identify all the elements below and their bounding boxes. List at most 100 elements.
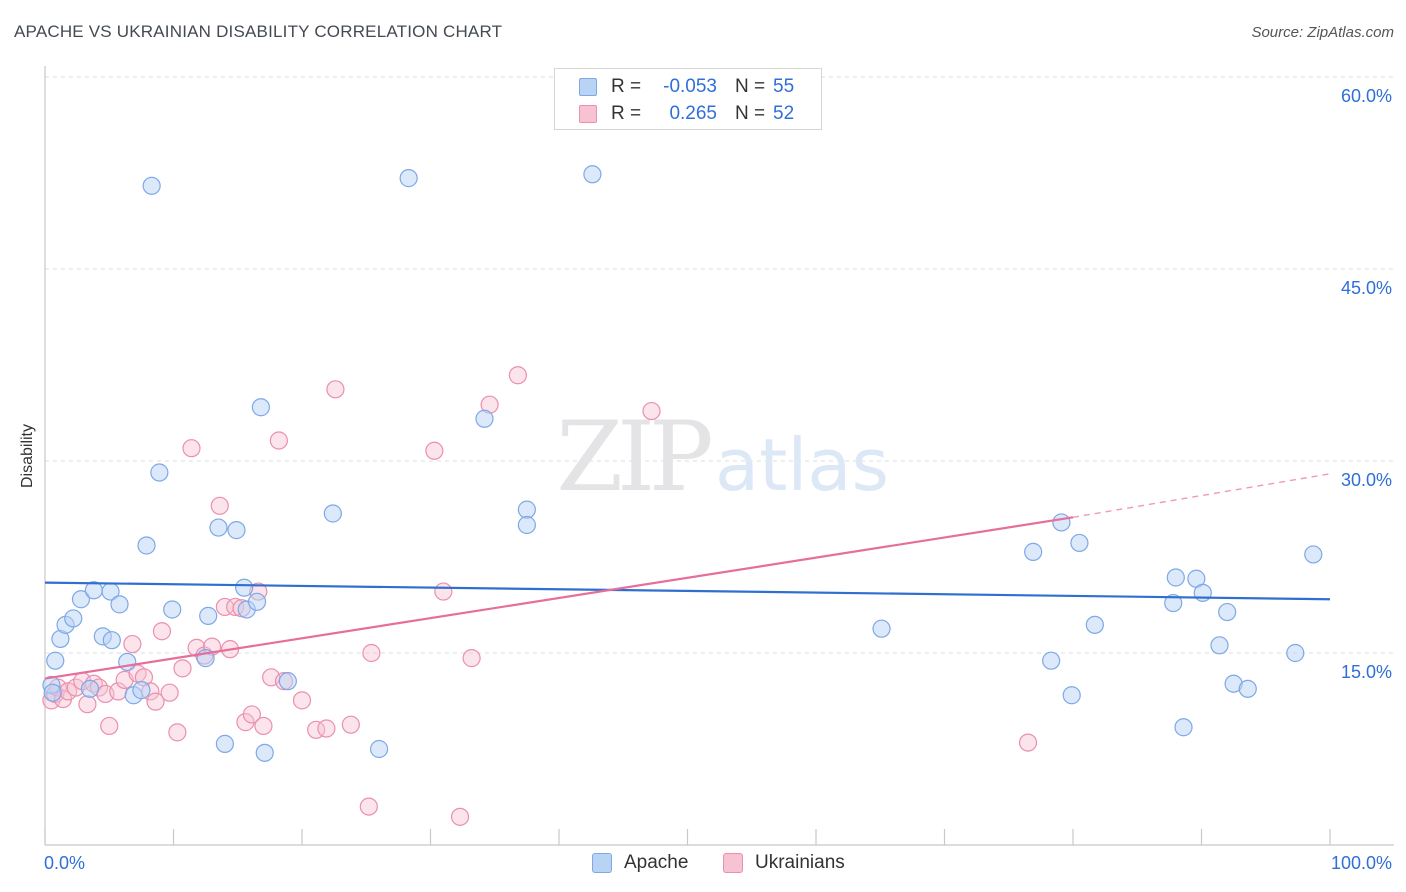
legend-row-ukrainians: R = 0.265 N = 52 — [579, 101, 794, 127]
r-label: R = — [611, 103, 642, 124]
watermark-atlas: atlas — [715, 423, 889, 507]
apache-point — [370, 739, 389, 759]
ukrainians-point — [242, 705, 261, 724]
apache-point — [1210, 636, 1229, 655]
watermark-zip: ZIP — [556, 401, 711, 513]
apache-point — [163, 600, 182, 619]
apache-point — [215, 734, 234, 753]
apache-point — [118, 652, 137, 672]
x-tick-label-min: 0.0% — [44, 853, 85, 873]
ukrainians-point — [146, 692, 165, 711]
apache-point — [1062, 686, 1081, 705]
apache-point — [137, 536, 156, 555]
source-credit: Source: ZipAtlas.com — [1251, 24, 1394, 41]
ukrainians-point — [210, 496, 229, 515]
x-tick-label-max: 100.0% — [1331, 853, 1392, 873]
apache-point — [1193, 583, 1212, 602]
apache-point — [583, 165, 602, 184]
n-label: N = — [735, 103, 766, 124]
apache-point — [1218, 602, 1237, 622]
series-legend: Apache Ukrainians — [0, 852, 1406, 878]
ukrainians-point — [508, 366, 527, 385]
y-tick-label: 30.0% — [1341, 470, 1392, 490]
ukrainians-points — [42, 366, 1038, 826]
stats-legend: R = -0.053 N = 55 R = 0.265 N = 52 — [554, 68, 822, 130]
ukrainians-trend-extension — [1072, 473, 1331, 519]
ukrainians-point — [173, 659, 192, 678]
apache-point — [199, 606, 218, 625]
apache-point — [110, 595, 129, 614]
watermark: ZIP atlas — [556, 401, 889, 513]
ukrainians-point — [254, 716, 273, 736]
apache-points — [42, 165, 1323, 762]
apache-trend-line — [44, 581, 1331, 601]
y-tick-label: 60.0% — [1341, 86, 1392, 106]
apache-point — [255, 743, 274, 762]
legend-item-ukrainians[interactable]: Ukrainians — [723, 852, 845, 874]
apache-point — [43, 683, 62, 702]
apache-point — [150, 463, 169, 482]
legend-item-apache[interactable]: Apache — [592, 852, 688, 874]
axes — [44, 66, 1394, 846]
ukrainians-point — [292, 691, 312, 710]
ukrainians-trend-line — [44, 516, 1074, 680]
apache-point — [1024, 542, 1043, 561]
ukrainians-point — [434, 582, 453, 601]
ukrainians-point — [450, 807, 470, 826]
tick-labels: 15.0% 30.0% 45.0% 60.0% 0.0% 100.0% — [44, 86, 1392, 873]
ukrainians-point — [462, 649, 481, 668]
apache-point — [278, 672, 297, 691]
trend-lines — [44, 473, 1331, 680]
apache-point — [1286, 643, 1305, 663]
apache-point — [475, 409, 494, 428]
ukrainians-point — [168, 723, 187, 742]
apache-point — [872, 619, 891, 638]
apache-point — [517, 515, 536, 535]
legend-label-apache: Apache — [624, 852, 689, 873]
ukrainians-point — [359, 797, 378, 816]
ukrainians-swatch — [579, 105, 597, 123]
ukrainians-swatch — [723, 853, 743, 873]
y-tick-label: 45.0% — [1341, 278, 1392, 298]
r-value: 0.265 — [669, 103, 717, 124]
ukrainians-point — [160, 683, 179, 702]
apache-point — [1174, 718, 1193, 737]
ukrainians-point — [425, 441, 444, 460]
n-value: 52 — [773, 103, 795, 124]
r-value: -0.053 — [663, 76, 717, 97]
apache-point — [71, 590, 91, 609]
y-tick-label: 15.0% — [1341, 662, 1392, 682]
apache-point — [227, 521, 246, 540]
ukrainians-point — [269, 431, 288, 450]
r-label: R = — [611, 76, 642, 97]
apache-point — [1085, 615, 1104, 634]
n-value: 55 — [773, 76, 795, 97]
apache-point — [247, 592, 267, 611]
ukrainians-point — [341, 715, 360, 734]
ukrainians-point — [1018, 733, 1038, 752]
apache-point — [235, 578, 254, 597]
ukrainians-point — [182, 439, 201, 458]
apache-point — [251, 398, 270, 417]
apache-point — [517, 500, 536, 519]
apache-point — [323, 504, 342, 523]
apache-point — [132, 681, 151, 700]
apache-point — [1238, 679, 1257, 698]
apache-point — [1164, 593, 1183, 613]
apache-point — [1070, 533, 1089, 553]
ukrainians-point — [326, 380, 345, 399]
legend-label-ukrainians: Ukrainians — [755, 852, 845, 873]
ukrainians-point — [100, 716, 119, 736]
apache-point — [80, 679, 100, 698]
apache-point — [1166, 568, 1185, 587]
n-label: N = — [735, 76, 766, 97]
ukrainians-point — [152, 622, 172, 641]
ukrainians-point — [642, 401, 661, 421]
grid-lines — [45, 76, 1394, 654]
ukrainians-point — [123, 634, 142, 654]
apache-point — [142, 176, 161, 195]
apache-swatch — [592, 853, 612, 873]
apache-point — [209, 518, 228, 537]
chart-title: APACHE VS UKRAINIAN DISABILITY CORRELATI… — [14, 22, 503, 41]
